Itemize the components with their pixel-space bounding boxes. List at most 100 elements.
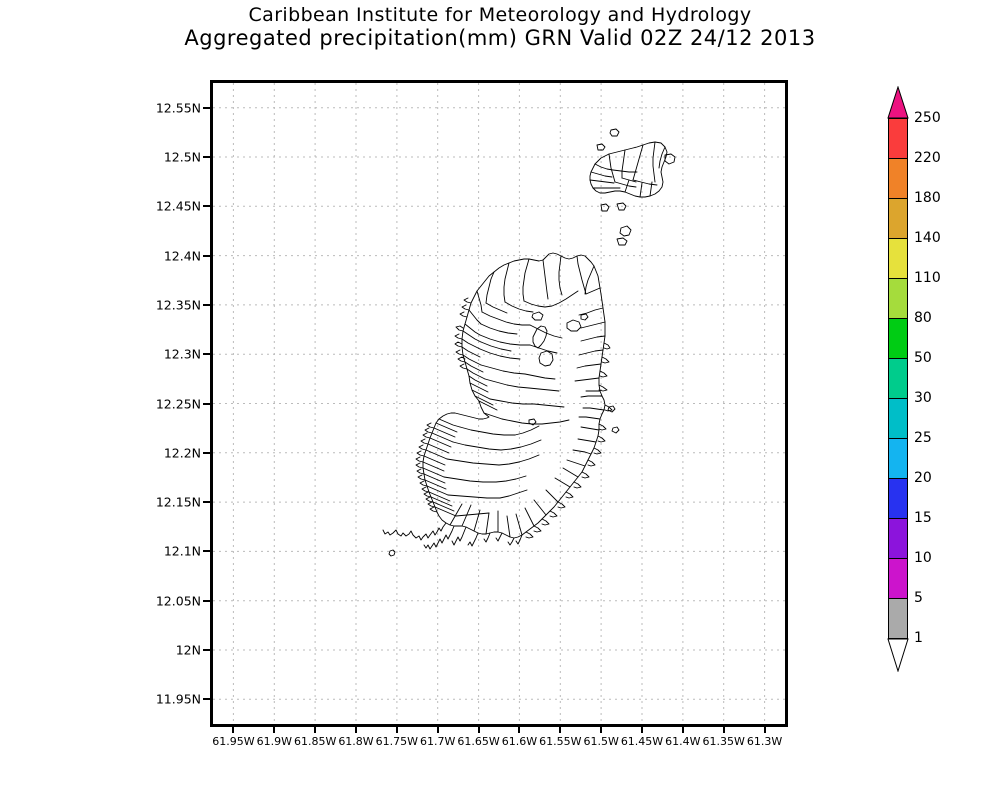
- y-axis-tick-mark: [203, 402, 210, 405]
- colorbar-tick-label: 20: [914, 470, 932, 486]
- x-axis-tick-label: 61.6W: [501, 735, 538, 748]
- carriacou-north-islet: [609, 128, 620, 137]
- carriacou-watersheds: [589, 141, 666, 198]
- y-axis-tick-mark: [203, 254, 210, 257]
- colorbar-band[interactable]: [888, 358, 908, 399]
- product-title: Aggregated precipitation(mm) GRN Valid 0…: [184, 26, 816, 50]
- y-axis-tick-label: 12.5N: [163, 149, 201, 165]
- y-axis-tick-label: 12.2N: [163, 445, 201, 461]
- petite-martinique-islet: [664, 153, 676, 165]
- x-axis-tick-mark: [232, 727, 235, 733]
- x-axis-tick-label: 61.35W: [702, 735, 745, 748]
- y-axis-tick-label: 12.4N: [163, 248, 201, 264]
- grid-lines: [213, 83, 785, 724]
- carriacou-coastline: [589, 141, 668, 198]
- colorbar-overflow-triangle: [887, 86, 909, 119]
- grenada-southwest-islet: [388, 549, 396, 557]
- colorbar-band[interactable]: [888, 118, 908, 159]
- colorbar-band[interactable]: [888, 158, 908, 199]
- colorbar-tick-label: 180: [914, 190, 941, 206]
- x-axis-tick-mark: [355, 727, 357, 733]
- y-axis-tick-mark: [203, 550, 210, 553]
- small-islet-near-124: [619, 225, 632, 237]
- colorbar-tick-label: 25: [914, 430, 932, 446]
- colorbar-band[interactable]: [888, 398, 908, 439]
- colorbar-tick-label: 5: [914, 590, 923, 606]
- y-axis-tick-label: 12.15N: [155, 494, 201, 510]
- x-axis-tick-mark: [641, 727, 643, 733]
- colorbar-underflow-triangle: [887, 638, 909, 672]
- y-axis-tick-mark: [203, 106, 210, 109]
- x-axis-tick-mark: [314, 727, 317, 733]
- x-axis-tick-mark: [722, 727, 725, 733]
- y-axis-tick-mark: [203, 698, 210, 701]
- colorbar-tick-label: 220: [914, 150, 941, 166]
- colorbar-tick-label: 15: [914, 510, 932, 526]
- y-axis-tick-label: 12.3N: [163, 346, 201, 362]
- small-islet-near-128: [616, 237, 628, 246]
- colorbar-band[interactable]: [888, 198, 908, 239]
- colorbar-tick-label: 10: [914, 550, 932, 566]
- colorbar-band[interactable]: [888, 598, 908, 639]
- carriacou-south-islet-b: [600, 203, 610, 212]
- x-axis-tick-label: 61.95W: [212, 735, 255, 748]
- x-axis-tick-label: 61.65W: [457, 735, 500, 748]
- y-axis-tick-mark: [203, 353, 210, 356]
- colorbar-tick-label: 1: [914, 630, 923, 646]
- title-block: Caribbean Institute for Meteorology and …: [0, 4, 1000, 50]
- x-axis-tick-mark: [518, 727, 521, 733]
- colorbar-tick-label: 30: [914, 390, 932, 406]
- islet-small-east: [580, 313, 589, 321]
- carriacou-south-islet-a: [616, 202, 627, 211]
- colorbar-band[interactable]: [888, 278, 908, 319]
- colorbar-band[interactable]: [888, 438, 908, 479]
- grenada-east-coast-detail: [525, 342, 613, 539]
- les-tantes-islet: [566, 319, 582, 332]
- colorbar-tick-label: 80: [914, 310, 932, 326]
- x-axis-tick-mark: [273, 727, 276, 733]
- isle-de-caille: [538, 350, 554, 367]
- colorbar-band[interactable]: [888, 238, 908, 279]
- x-axis-tick-label: 61.85W: [293, 735, 337, 748]
- isle-de-ronde: [532, 325, 548, 349]
- x-axis-tick-mark: [763, 727, 766, 733]
- x-axis-tick-label: 61.75W: [375, 735, 419, 748]
- y-axis-tick-label: 11.95N: [155, 691, 201, 707]
- x-axis-tick-label: 61.9W: [256, 735, 292, 748]
- y-axis-tick-mark: [203, 303, 210, 306]
- map-plot-area[interactable]: [210, 80, 788, 727]
- x-axis-tick-label: 61.4W: [665, 735, 701, 748]
- y-axis-tick-label: 12.55N: [155, 100, 201, 116]
- y-axis-tick-label: 12.25N: [155, 396, 201, 411]
- colorbar-tick-label: 140: [914, 230, 941, 246]
- y-axis-tick-label: 12N: [175, 642, 201, 658]
- y-axis-tick-mark: [203, 649, 210, 652]
- colorbar-band[interactable]: [888, 518, 908, 559]
- x-axis-tick-mark: [600, 727, 603, 733]
- colorbar-band[interactable]: [888, 318, 908, 359]
- institute-title: Caribbean Institute for Meteorology and …: [248, 4, 752, 26]
- grenada-south-coast-detail: [382, 522, 523, 550]
- x-axis-tick-label: 61.3W: [746, 735, 783, 748]
- map-canvas: [213, 83, 785, 724]
- precipitation-colorbar[interactable]: [887, 86, 909, 674]
- x-axis-tick-mark: [559, 727, 562, 733]
- colorbar-tick-label: 250: [914, 110, 941, 126]
- colorbar-tick-label: 110: [914, 270, 941, 286]
- y-axis-tick-label: 12.1N: [163, 543, 201, 559]
- x-axis-tick-label: 61.5W: [583, 735, 619, 748]
- x-axis-tick-label: 61.45W: [620, 735, 664, 748]
- carriacou-west-islet: [596, 143, 606, 151]
- grenada-coastline-and-watersheds: [382, 128, 676, 557]
- y-axis-tick-label: 12.35N: [155, 297, 201, 313]
- x-axis-tick-mark: [395, 727, 398, 733]
- colorbar-band[interactable]: [888, 478, 908, 519]
- colorbar-tick-label: 50: [914, 350, 932, 366]
- islet-north-grenada-b: [528, 418, 537, 426]
- x-axis-tick-label: 61.55W: [539, 735, 582, 748]
- colorbar-band[interactable]: [888, 558, 908, 599]
- y-axis-tick-mark: [203, 451, 210, 454]
- y-axis-tick-mark: [203, 599, 210, 602]
- x-axis-tick-mark: [477, 727, 480, 733]
